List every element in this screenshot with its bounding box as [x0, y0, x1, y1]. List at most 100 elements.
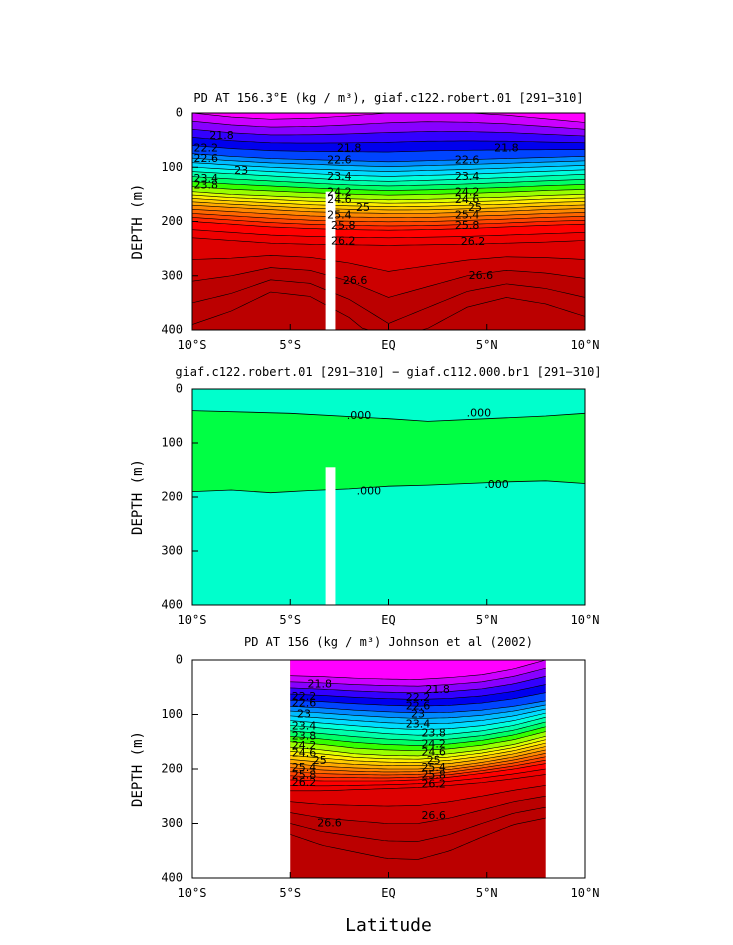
- x-tick-label: 10°N: [571, 338, 600, 352]
- contour-label: 24.2: [421, 737, 446, 750]
- isopycnal-line: [192, 162, 585, 172]
- contour-label: 23.4: [406, 717, 431, 730]
- panel-1: 21.821.8 21.822.222.62323.423.822.623.424…: [130, 91, 599, 352]
- density-band: [290, 760, 546, 781]
- density-band: [192, 205, 585, 218]
- isopycnal-line: [192, 291, 585, 330]
- contour-label: 25: [313, 754, 327, 767]
- isopycnal-line: [290, 774, 546, 792]
- zero-contour-line: [192, 410, 585, 422]
- density-band: [290, 756, 546, 778]
- isopycnal-line: [290, 806, 546, 842]
- density-band: [290, 704, 546, 725]
- x-tick-label: EQ: [381, 613, 395, 627]
- contour-label: 24.6: [455, 193, 480, 206]
- isopycnal-line: [192, 237, 585, 246]
- y-tick-label: 100: [161, 707, 183, 721]
- contour-label: 23.8: [292, 729, 317, 742]
- missing-data-bar: [325, 191, 336, 330]
- density-band: [290, 721, 546, 746]
- isopycnal-line: [192, 181, 585, 191]
- contour-label: 25: [468, 201, 482, 214]
- density-band: [192, 145, 585, 162]
- y-axis-label: DEPTH (m): [130, 459, 146, 535]
- isopycnal-line: [290, 708, 546, 725]
- isopycnal-line: [290, 763, 546, 782]
- isopycnal-line: [192, 120, 585, 130]
- zero-contour-line: [192, 480, 585, 494]
- isopycnal-line: [290, 795, 546, 824]
- density-band: [290, 749, 546, 772]
- isopycnal-line: [192, 153, 585, 163]
- contour-label: 22.2: [194, 141, 219, 154]
- y-tick-label: 100: [161, 436, 183, 450]
- isopycnal-line: [290, 660, 546, 680]
- density-band: [192, 113, 585, 123]
- contour-label: 23.4: [327, 170, 352, 183]
- contour-label: 23.4: [194, 172, 219, 185]
- density-band: [290, 726, 546, 751]
- contour-label: 23: [234, 164, 248, 177]
- density-band: [290, 807, 546, 860]
- contour-label: 22.6: [327, 154, 352, 167]
- panel-title: giaf.c122.robert.01 [291−310] − giaf.c11…: [175, 365, 601, 379]
- contour-label: 25.8: [421, 769, 446, 782]
- y-tick-label: 0: [176, 106, 183, 120]
- isopycnal-line: [290, 756, 546, 776]
- x-tick-label: 10°N: [571, 613, 600, 627]
- density-band: [290, 763, 546, 786]
- isopycnal-line: [290, 716, 546, 736]
- plot-area: 21.821.8 21.822.222.62323.423.822.623.424…: [192, 113, 585, 330]
- x-tick-label: 10°S: [178, 886, 207, 900]
- density-band: [192, 186, 585, 200]
- contour-label: 22.6: [292, 697, 317, 710]
- isopycnal-line: [290, 684, 546, 700]
- y-tick-label: 300: [161, 544, 183, 558]
- contour-label: 24.6: [327, 193, 352, 206]
- contour-label: 25: [427, 754, 441, 767]
- isopycnal-line: [192, 176, 585, 187]
- isopycnal-line: [192, 201, 585, 211]
- isopycnal-line: [290, 731, 546, 752]
- contour-label: 23.8: [421, 727, 446, 740]
- isopycnal-line: [290, 749, 546, 770]
- contour-label: 26.6: [317, 817, 342, 830]
- density-band: [192, 221, 585, 238]
- contour-label: 26.2: [331, 235, 356, 248]
- isopycnal-line: [290, 692, 546, 707]
- density-band: [290, 692, 546, 713]
- x-tick-label: 10°N: [571, 886, 600, 900]
- density-band: [192, 229, 585, 246]
- contour-label: 22.6: [406, 699, 431, 712]
- x-tick-label: EQ: [381, 338, 395, 352]
- isopycnal-line: [192, 157, 585, 168]
- isopycnal-line: [192, 255, 585, 272]
- diff-positive-region: [192, 410, 585, 493]
- contour-label: 21.8: [307, 678, 332, 691]
- x-tick-label: 5°N: [476, 886, 498, 900]
- contour-label: 21.8: [494, 141, 519, 154]
- contour-label: 24.2: [292, 739, 317, 752]
- contour-label: 21.8: [337, 141, 362, 154]
- contour-label: 25.4: [292, 761, 317, 774]
- contour-label: 26.6: [469, 269, 494, 282]
- contour-label: 26.6: [343, 274, 368, 287]
- y-tick-label: 400: [161, 871, 183, 885]
- density-band: [192, 162, 585, 177]
- plot-area: .000 .000 .000 .000: [192, 389, 585, 605]
- isopycnal-line: [192, 198, 585, 207]
- contour-label: 25.8: [331, 219, 356, 232]
- isopycnal-line: [290, 721, 546, 741]
- x-tick-label: 5°S: [279, 613, 301, 627]
- density-band: [290, 668, 546, 693]
- contour-label: .000: [347, 409, 372, 422]
- density-band: [192, 237, 585, 272]
- contour-label: 24.2: [327, 186, 352, 199]
- contour-label: 25: [356, 201, 370, 214]
- y-tick-label: 400: [161, 323, 183, 337]
- contour-label: 24.6: [421, 746, 446, 759]
- density-band: [192, 191, 585, 204]
- isopycnal-line: [290, 742, 546, 763]
